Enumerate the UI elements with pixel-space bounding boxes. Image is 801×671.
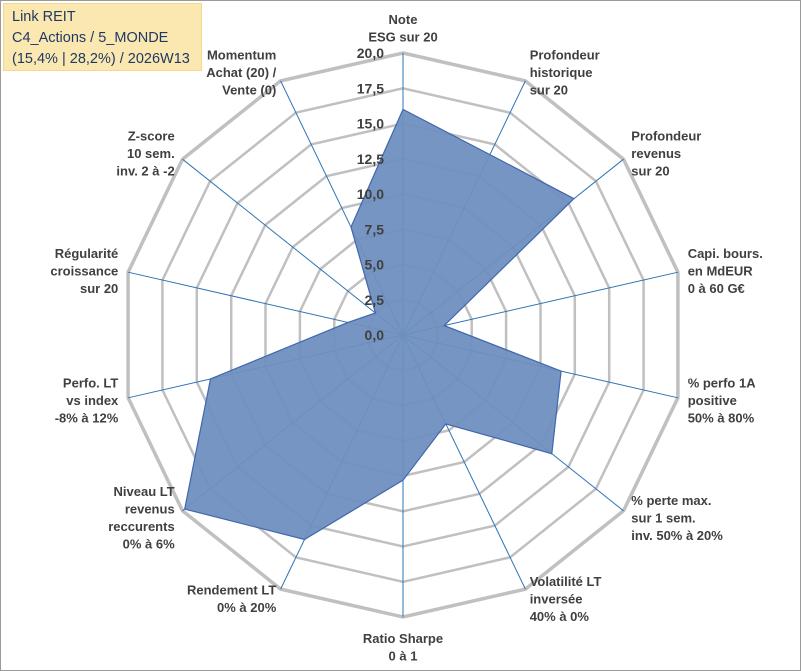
tick-label: 0,0: [365, 327, 385, 343]
tick-label: 12,5: [357, 151, 384, 167]
title-line-2: C4_Actions / 5_MONDE: [12, 30, 169, 46]
axis-label-line: reccurents: [108, 519, 174, 534]
axis-label: % perfo 1A positive 50% à 80%: [688, 376, 757, 426]
axis-label-line: Perfo. LT: [63, 376, 118, 391]
title-line-1: Link REIT: [12, 9, 76, 25]
axis-label-line: Vente (0): [222, 83, 276, 98]
axis-label-line: vs index: [66, 393, 119, 408]
axis-label-line: Niveau LT: [114, 484, 175, 499]
axis-label-line: 0% à 20%: [217, 600, 277, 615]
axis-label: Profondeur revenus sur 20: [631, 129, 701, 179]
tick-label: 15,0: [357, 116, 384, 132]
axis-label-line: 0 à 60 G€: [688, 281, 745, 296]
axis-label-line: 0% à 6%: [123, 537, 175, 552]
tick-label: 2,5: [365, 292, 385, 308]
spoke-line: [402, 271, 679, 336]
axis-label-line: % perte max.: [631, 493, 711, 508]
axis-label-line: Régularité: [55, 246, 119, 261]
axis-label-line: Momentum: [207, 48, 276, 63]
axis-label-line: Ratio Sharpe: [363, 631, 443, 646]
tick-label: 17,5: [357, 80, 384, 96]
axis-label: Perfo. LT vs index -8% à 12%: [55, 376, 119, 426]
axis-label-line: revenus: [125, 502, 175, 517]
axis-label-line: Profondeur: [631, 129, 701, 144]
axis-label-line: Capi. bours.: [688, 246, 763, 261]
axis-label: Z-score 10 sem. inv. 2 à -2: [116, 129, 174, 179]
tick-label: 20,0: [357, 45, 384, 61]
tick-label: 7,5: [365, 221, 385, 237]
axis-label-line: sur 1 sem.: [631, 510, 695, 525]
spoke-line: [182, 158, 404, 336]
axis-label-line: inv. 2 à -2: [116, 164, 174, 179]
axis-label-line: Rendement LT: [187, 583, 276, 598]
axis-label: Régularité croissance sur 20: [50, 246, 118, 296]
tick-label: 10,0: [357, 186, 384, 202]
axis-label-line: inversée: [530, 591, 583, 606]
axis-label-line: sur 20: [80, 281, 118, 296]
axis-label-line: ESG sur 20: [368, 30, 437, 45]
axis-label-line: Achat (20) /: [206, 65, 276, 80]
axis-label-line: 10 sem.: [127, 146, 175, 161]
axis-label-line: Note: [389, 12, 418, 27]
axis-label-line: sur 20: [530, 83, 568, 98]
axis-label-line: inv. 50% à 20%: [631, 528, 723, 543]
axis-label: Note ESG sur 20: [368, 12, 437, 45]
axis-label-line: positive: [688, 393, 737, 408]
axis-label: Ratio Sharpe 0 à 1: [363, 631, 443, 664]
axis-label: Niveau LT revenus reccurents 0% à 6%: [108, 484, 175, 551]
axis-label-line: sur 20: [631, 164, 669, 179]
axis-label: Volatilité LT inversée 40% à 0%: [530, 574, 602, 624]
axis-label-line: 0 à 1: [389, 649, 418, 664]
axis-label-line: Volatilité LT: [530, 574, 602, 589]
title-line-3: (15,4% | 28,2%) / 2026W13: [12, 51, 190, 67]
tick-label: 5,0: [365, 257, 385, 273]
title-box: Link REIT C4_Actions / 5_MONDE (15,4% | …: [3, 3, 202, 71]
axis-label: Profondeur historique sur 20: [530, 48, 600, 98]
axis-label-line: -8% à 12%: [55, 411, 119, 426]
axis-label-line: 40% à 0%: [530, 609, 590, 624]
axis-label-line: Z-score: [128, 129, 175, 144]
axis-label-line: en MdEUR: [688, 263, 754, 278]
axis-label-line: croissance: [50, 263, 118, 278]
axis-label-line: historique: [530, 65, 593, 80]
axis-label: % perte max. sur 1 sem. inv. 50% à 20%: [631, 493, 723, 543]
axis-label-line: Profondeur: [530, 48, 600, 63]
axis-label: Momentum Achat (20) / Vente (0): [206, 48, 276, 98]
axis-label-line: revenus: [631, 146, 681, 161]
axis-label: Capi. bours. en MdEUR 0 à 60 G€: [688, 246, 763, 296]
axis-label: Rendement LT 0% à 20%: [187, 583, 277, 616]
axis-label-line: 50% à 80%: [688, 411, 755, 426]
axis-label-line: % perfo 1A: [688, 376, 757, 391]
data-area: [184, 108, 575, 541]
